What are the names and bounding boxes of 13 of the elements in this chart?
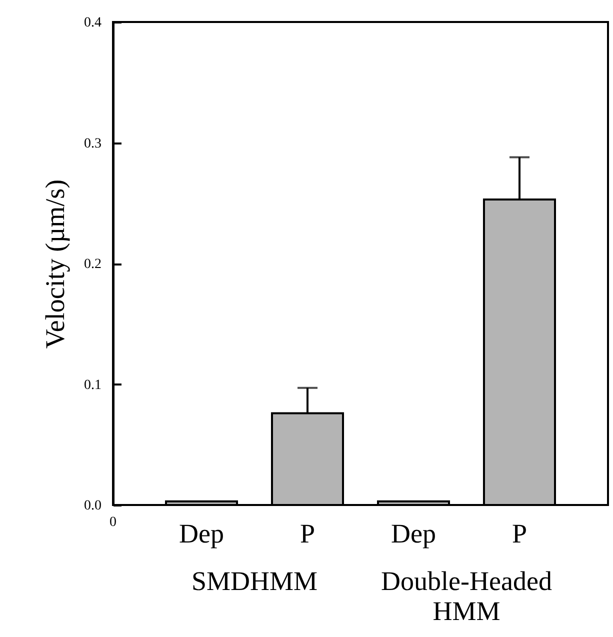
y-tick-label: 0.1: [84, 378, 102, 393]
text: Double-Headed HMM: [381, 566, 552, 626]
y-tick-label: 0.2: [84, 257, 102, 272]
y-tick-label: 0.4: [84, 16, 102, 30]
y-axis-title: Velocity (µm/s): [40, 179, 70, 349]
x-tick-label: P: [300, 518, 316, 548]
x-tick-label: Dep: [179, 518, 224, 548]
y-tick-label: 0.0: [84, 498, 102, 514]
text: SMDHMM: [191, 566, 318, 596]
x-tick-label: Dep: [391, 518, 436, 548]
y-tick-label: 0.3: [84, 136, 102, 152]
text: 0: [110, 515, 116, 530]
x-tick-label: P: [512, 518, 528, 548]
